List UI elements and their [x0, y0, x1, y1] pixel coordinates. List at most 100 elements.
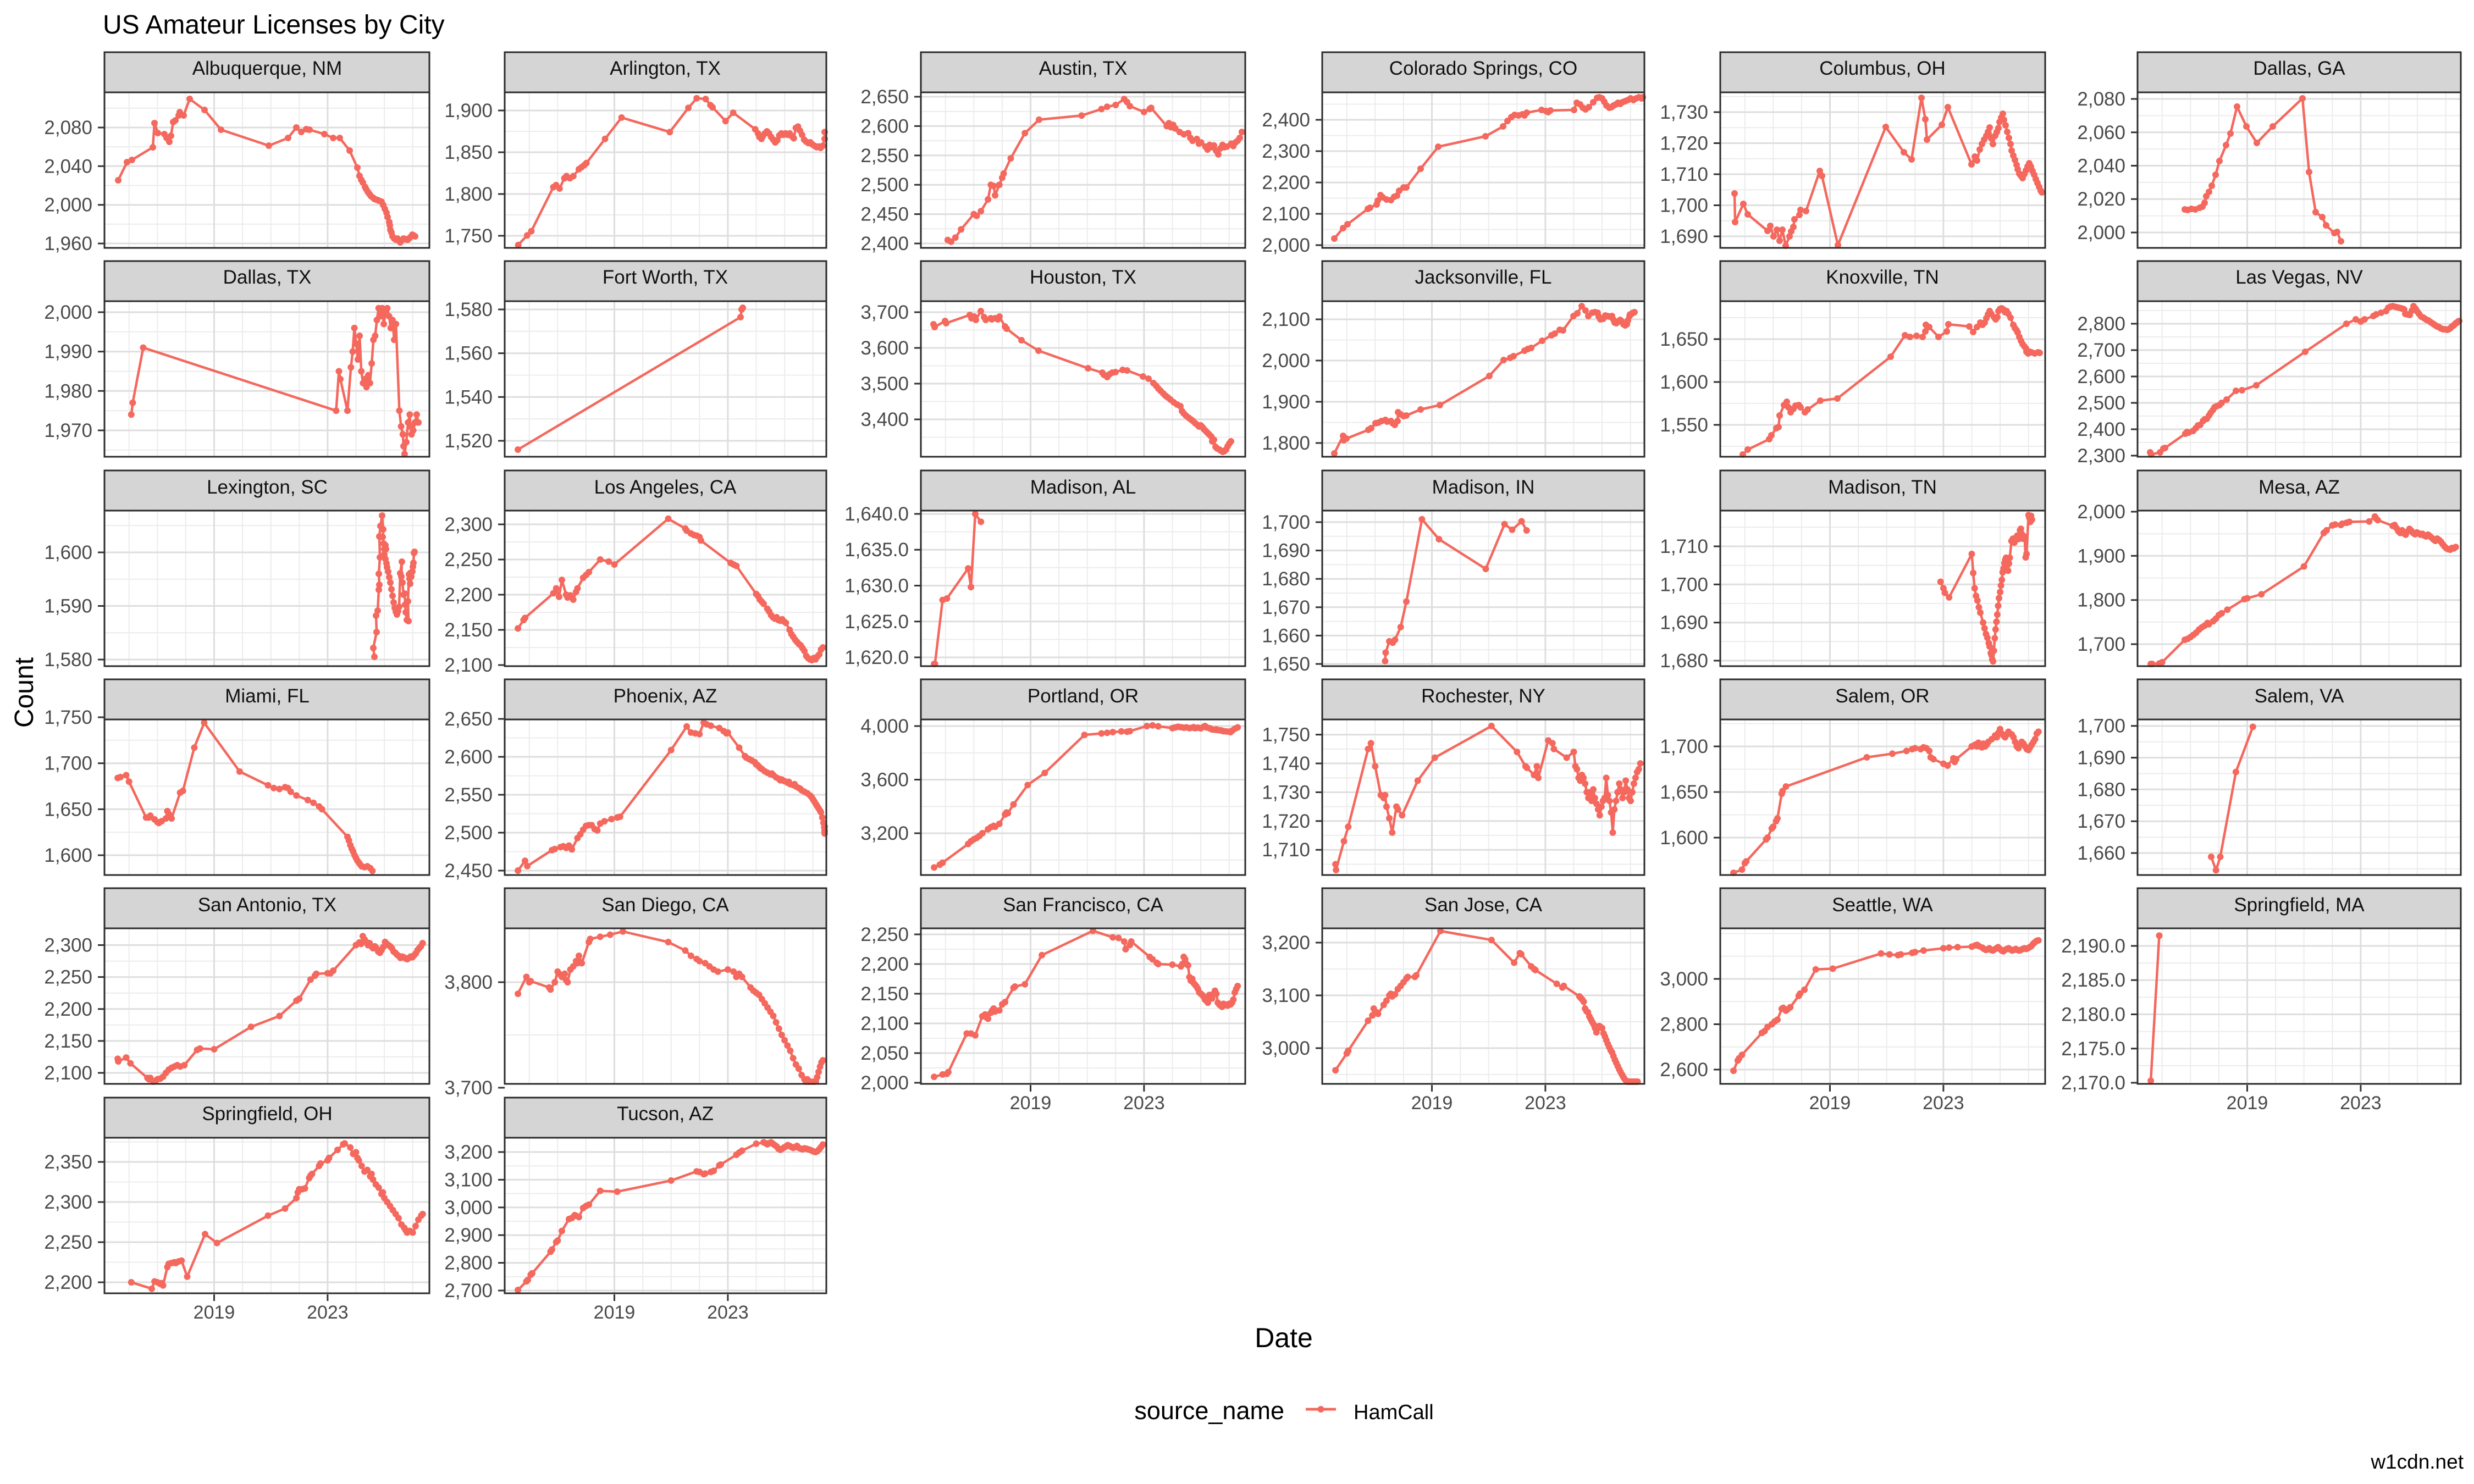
svg-text:1,960: 1,960 [44, 233, 92, 254]
svg-text:2,650: 2,650 [444, 708, 493, 730]
svg-text:2,200: 2,200 [44, 1272, 92, 1293]
svg-text:Madison, IN: Madison, IN [1432, 477, 1535, 498]
svg-text:Madison, TN: Madison, TN [1828, 477, 1937, 498]
svg-text:1,650: 1,650 [1660, 329, 1708, 350]
svg-text:Las Vegas, NV: Las Vegas, NV [2235, 267, 2363, 288]
svg-text:3,600: 3,600 [860, 337, 909, 359]
svg-text:2,800: 2,800 [444, 1253, 493, 1274]
svg-text:source_name: source_name [1134, 1397, 1284, 1425]
svg-text:2,300: 2,300 [444, 514, 493, 535]
svg-text:Dallas, TX: Dallas, TX [223, 267, 312, 288]
svg-text:2,900: 2,900 [444, 1225, 493, 1246]
svg-text:3,200: 3,200 [444, 1142, 493, 1163]
svg-text:1,625.0: 1,625.0 [844, 611, 909, 633]
svg-text:1,700: 1,700 [44, 753, 92, 774]
svg-text:San Antonio, TX: San Antonio, TX [198, 894, 336, 916]
svg-text:1,600: 1,600 [1660, 372, 1708, 393]
svg-text:1,720: 1,720 [1660, 133, 1708, 154]
svg-text:2,060: 2,060 [2077, 122, 2125, 143]
svg-text:2,400: 2,400 [2077, 419, 2125, 440]
svg-text:2023: 2023 [1923, 1093, 1964, 1114]
svg-text:2,100: 2,100 [1262, 203, 1310, 225]
svg-text:1,700: 1,700 [1660, 574, 1708, 595]
svg-text:2,000: 2,000 [1262, 350, 1310, 372]
svg-text:Albuquerque, NM: Albuquerque, NM [192, 58, 342, 79]
svg-text:Knoxville, TN: Knoxville, TN [1826, 267, 1939, 288]
svg-text:2,250: 2,250 [444, 549, 493, 571]
svg-text:1,690: 1,690 [2077, 747, 2125, 769]
svg-text:Salem, VA: Salem, VA [2255, 685, 2344, 707]
svg-text:2,040: 2,040 [2077, 156, 2125, 177]
svg-text:2,800: 2,800 [1660, 1014, 1708, 1036]
svg-text:Madison, AL: Madison, AL [1030, 477, 1136, 498]
svg-text:2,080: 2,080 [44, 117, 92, 139]
svg-text:2,000: 2,000 [44, 195, 92, 216]
svg-text:1,690: 1,690 [1660, 612, 1708, 634]
svg-text:2,400: 2,400 [1262, 109, 1310, 131]
svg-text:San Diego, CA: San Diego, CA [601, 894, 729, 916]
svg-text:1,750: 1,750 [444, 225, 493, 247]
svg-text:Phoenix, AZ: Phoenix, AZ [614, 685, 717, 707]
svg-text:2023: 2023 [2340, 1093, 2382, 1114]
svg-text:2,800: 2,800 [2077, 313, 2125, 335]
svg-text:1,600: 1,600 [44, 542, 92, 563]
svg-text:1,580: 1,580 [444, 299, 493, 320]
svg-text:2,600: 2,600 [2077, 366, 2125, 387]
svg-text:3,700: 3,700 [444, 1077, 493, 1099]
svg-text:2,200: 2,200 [1262, 172, 1310, 193]
svg-text:1,800: 1,800 [2077, 590, 2125, 611]
svg-text:2,400: 2,400 [860, 233, 909, 254]
svg-text:2,100: 2,100 [1262, 309, 1310, 330]
svg-text:Miami, FL: Miami, FL [225, 685, 310, 707]
svg-text:2,040: 2,040 [44, 156, 92, 177]
svg-text:1,680: 1,680 [1262, 568, 1310, 590]
svg-text:Tucson, AZ: Tucson, AZ [617, 1103, 714, 1125]
svg-text:2,300: 2,300 [44, 1192, 92, 1213]
svg-text:2,250: 2,250 [44, 967, 92, 988]
svg-text:1,900: 1,900 [1262, 391, 1310, 413]
svg-text:2,300: 2,300 [44, 935, 92, 956]
svg-text:2,080: 2,080 [2077, 88, 2125, 110]
svg-text:2,550: 2,550 [444, 784, 493, 806]
svg-text:2,170.0: 2,170.0 [2061, 1072, 2125, 1094]
svg-text:2,175.0: 2,175.0 [2061, 1038, 2125, 1060]
svg-text:Springfield, OH: Springfield, OH [202, 1103, 332, 1125]
svg-text:2,000: 2,000 [1262, 235, 1310, 256]
svg-text:1,680: 1,680 [2077, 779, 2125, 800]
svg-text:2,450: 2,450 [860, 204, 909, 225]
svg-text:1,670: 1,670 [2077, 811, 2125, 832]
svg-text:2,190.0: 2,190.0 [2061, 935, 2125, 957]
svg-text:1,700: 1,700 [1660, 195, 1708, 217]
svg-text:US Amateur Licenses by City: US Amateur Licenses by City [103, 10, 445, 40]
svg-text:1,550: 1,550 [1660, 414, 1708, 436]
svg-text:1,580: 1,580 [44, 649, 92, 671]
svg-text:2023: 2023 [1525, 1093, 1566, 1114]
svg-text:1,970: 1,970 [44, 420, 92, 441]
svg-text:Fort Worth, TX: Fort Worth, TX [603, 267, 728, 288]
svg-text:HamCall: HamCall [1354, 1401, 1434, 1424]
svg-text:2,500: 2,500 [2077, 392, 2125, 414]
svg-text:2,150: 2,150 [44, 1031, 92, 1052]
svg-text:1,990: 1,990 [44, 341, 92, 363]
svg-text:1,710: 1,710 [1660, 536, 1708, 557]
svg-text:2,100: 2,100 [444, 655, 493, 676]
svg-text:Count: Count [10, 657, 39, 728]
svg-text:2,200: 2,200 [860, 954, 909, 975]
svg-text:1,670: 1,670 [1262, 597, 1310, 618]
svg-text:1,650: 1,650 [1660, 782, 1708, 803]
svg-text:2019: 2019 [2227, 1093, 2268, 1114]
svg-text:3,200: 3,200 [1262, 932, 1310, 954]
svg-text:2,050: 2,050 [860, 1043, 909, 1064]
svg-text:3,800: 3,800 [444, 972, 493, 993]
svg-text:2,150: 2,150 [860, 983, 909, 1005]
svg-text:2019: 2019 [1809, 1093, 1851, 1114]
svg-text:3,700: 3,700 [860, 302, 909, 323]
svg-text:2,020: 2,020 [2077, 189, 2125, 210]
svg-text:2023: 2023 [307, 1302, 349, 1323]
svg-text:1,700: 1,700 [2077, 716, 2125, 737]
svg-text:2,000: 2,000 [44, 302, 92, 323]
svg-text:Date: Date [1255, 1322, 1313, 1353]
svg-text:Colorado Springs, CO: Colorado Springs, CO [1389, 58, 1577, 79]
svg-text:San Jose, CA: San Jose, CA [1424, 894, 1543, 916]
svg-text:1,650: 1,650 [1262, 654, 1310, 675]
